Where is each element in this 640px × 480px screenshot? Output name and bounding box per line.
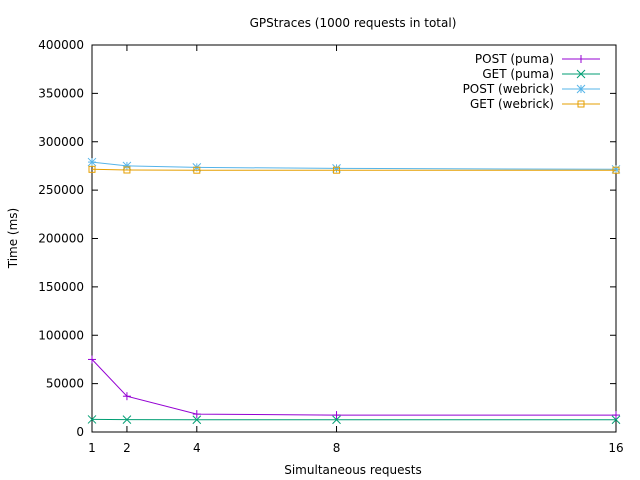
x-tick-label: 8 — [333, 441, 341, 455]
y-tick-label: 200000 — [38, 232, 84, 246]
y-tick-label: 150000 — [38, 280, 84, 294]
legend-entry-post-puma: POST (puma) — [475, 52, 600, 66]
legend-entry-get-puma: GET (puma) — [482, 67, 600, 81]
legend: POST (puma)GET (puma)POST (webrick)GET (… — [463, 52, 600, 111]
legend-entry-post-webrick: POST (webrick) — [463, 82, 600, 96]
y-tick-label: 350000 — [38, 86, 84, 100]
data-point-post-puma — [612, 411, 620, 419]
data-point-post-webrick — [88, 158, 96, 166]
y-tick-label: 100000 — [38, 328, 84, 342]
series-post-puma — [88, 355, 620, 419]
series-line-post-webrick — [92, 162, 616, 169]
legend-label: GET (puma) — [482, 67, 554, 81]
series-line-post-puma — [92, 359, 616, 415]
legend-swatch-marker — [577, 85, 585, 93]
series-get-webrick — [89, 166, 619, 173]
legend-label: POST (puma) — [475, 52, 554, 66]
legend-swatch-marker — [577, 55, 585, 63]
legend-label: GET (webrick) — [470, 97, 554, 111]
series-layer — [88, 158, 620, 424]
x-tick-label: 1 — [88, 441, 96, 455]
legend-entry-get-webrick: GET (webrick) — [470, 97, 600, 111]
chart-title: GPStraces (1000 requests in total) — [250, 16, 457, 30]
y-axis-label: Time (ms) — [6, 208, 20, 270]
y-tick-label: 50000 — [46, 377, 84, 391]
x-tick-label: 2 — [123, 441, 131, 455]
data-point-post-puma — [333, 411, 341, 419]
y-tick-label: 250000 — [38, 183, 84, 197]
x-tick-label: 4 — [193, 441, 201, 455]
y-tick-label: 0 — [76, 425, 84, 439]
x-axis-label: Simultaneous requests — [284, 463, 422, 477]
series-get-puma — [88, 415, 620, 423]
series-post-webrick — [88, 158, 620, 173]
y-tick-label: 300000 — [38, 135, 84, 149]
y-tick-label: 400000 — [38, 38, 84, 52]
x-tick-label: 16 — [608, 441, 623, 455]
legend-label: POST (webrick) — [463, 82, 554, 96]
